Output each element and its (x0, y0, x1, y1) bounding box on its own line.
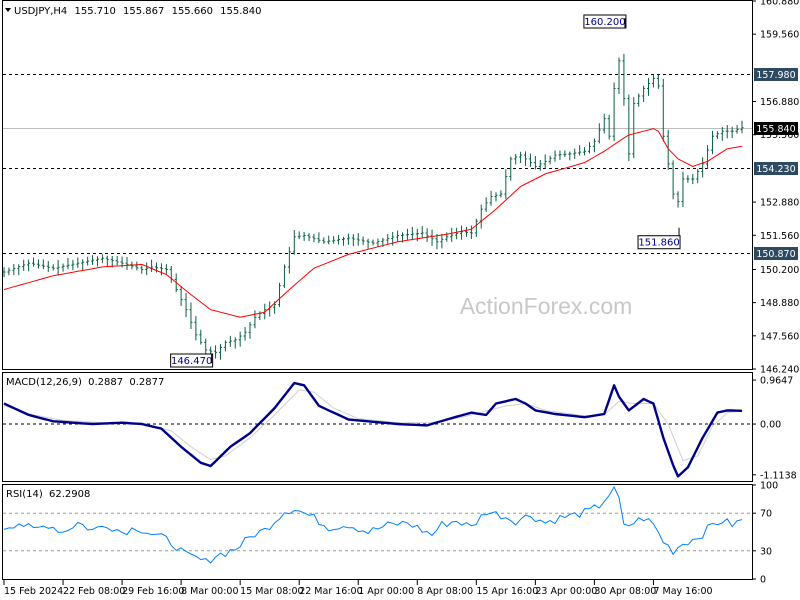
level-label-box (754, 247, 798, 260)
dropdown-triangle-icon[interactable] (5, 8, 11, 12)
rsi-label: RSI(14) (6, 489, 43, 500)
symbol-label: USDJPY,H4 (14, 6, 67, 17)
price-annotation-box (170, 353, 214, 368)
level-label-box (754, 68, 798, 81)
price-y-tick: 156.880 (760, 97, 799, 108)
price-panel (2, 0, 753, 370)
open-value: 155.710 (74, 6, 115, 17)
price-annotation-box (583, 14, 627, 29)
x-tick: 29 Feb 16:00 (122, 586, 184, 597)
price-y-tick: 159.560 (760, 30, 799, 41)
x-tick: 22 Mar 16:00 (299, 586, 362, 597)
macd-label: MACD(12,26,9) (6, 377, 82, 388)
rsi-line (3, 485, 743, 564)
price-y-tick: 147.560 (760, 331, 799, 342)
price-y-tick: 150.200 (760, 265, 799, 276)
axis-ticks: 160.880 159.560 156.880 155.560 152.880 151.5… (3, 0, 799, 597)
price-annotation-label: 160.200 (584, 17, 625, 28)
high-value: 155.867 (123, 6, 164, 17)
svg-text:RSI(14) 62.2908: RSI(14) 62.2908 (6, 489, 90, 500)
price-annotations: 146.470 160.200 151.860 (170, 14, 681, 368)
svg-text:USDJPY,H4 155.710 155.: USDJPY,H4 155.710 155.867 155.660 155.84… (14, 6, 261, 17)
x-tick: 15 Mar 08:00 (240, 586, 303, 597)
price-annotation-box (637, 235, 681, 250)
x-tick: 23 Apr 00:00 (535, 586, 597, 597)
x-tick: 15 Apr 16:00 (476, 586, 538, 597)
level-label: 154.230 (756, 164, 795, 175)
level-label: 150.870 (756, 249, 795, 260)
price-lines (3, 128, 743, 318)
macd-y-tick: -1.1138 (760, 470, 797, 481)
close-value: 155.840 (220, 6, 261, 17)
x-tick: 8 Mar 00:00 (181, 586, 238, 597)
low-value: 155.660 (172, 6, 213, 17)
macd-value: 0.2887 (88, 377, 123, 388)
level-label: 157.980 (756, 70, 795, 81)
price-annotation-label: 151.860 (638, 238, 679, 249)
rsi-y-tick: 0 (760, 575, 766, 586)
price-y-tick: 151.560 (760, 231, 799, 242)
level-label-box (754, 122, 798, 135)
price-y-tick: 146.240 (760, 365, 799, 376)
x-tick: 7 May 16:00 (653, 586, 712, 597)
macd-lines (3, 381, 752, 478)
macd-panel (2, 372, 753, 482)
rsi-lines (3, 485, 752, 564)
moving-average-line (3, 128, 743, 318)
x-tick: 8 Apr 08:00 (417, 586, 473, 597)
price-annotation-label: 146.470 (171, 356, 212, 367)
x-tick: 15 Feb 2024 (4, 586, 63, 597)
macd-signal-value: 0.2877 (129, 377, 164, 388)
rsi-y-tick: 30 (760, 546, 772, 557)
level-label-box (754, 162, 798, 175)
macd-y-tick: 0.9647 (760, 376, 793, 387)
rsi-value: 62.2908 (49, 489, 90, 500)
level-label: 155.840 (756, 124, 795, 135)
price-y-tick: 148.880 (760, 298, 799, 309)
macd-y-tick: 0.00 (760, 420, 781, 431)
macd-main-line (3, 381, 743, 478)
price-y-tick: 152.880 (760, 198, 799, 209)
rsi-y-tick: 70 (760, 509, 772, 520)
x-tick: 1 Apr 00:00 (358, 586, 414, 597)
price-levels: 157.980 155.840 154.230 150.870 (3, 68, 798, 260)
price-y-tick: 160.880 (760, 0, 799, 8)
price-y-tick: 155.560 (760, 130, 799, 141)
x-tick: 30 Apr 08:00 (594, 586, 656, 597)
svg-text:MACD(12,26,9) 0.2887 0: MACD(12,26,9) 0.2887 0.2877 (6, 377, 164, 388)
rsi-y-tick: 100 (760, 481, 778, 492)
x-tick: 22 Feb 08:00 (63, 586, 125, 597)
watermark: ActionForex.com (460, 293, 633, 319)
rsi-panel (2, 484, 753, 580)
